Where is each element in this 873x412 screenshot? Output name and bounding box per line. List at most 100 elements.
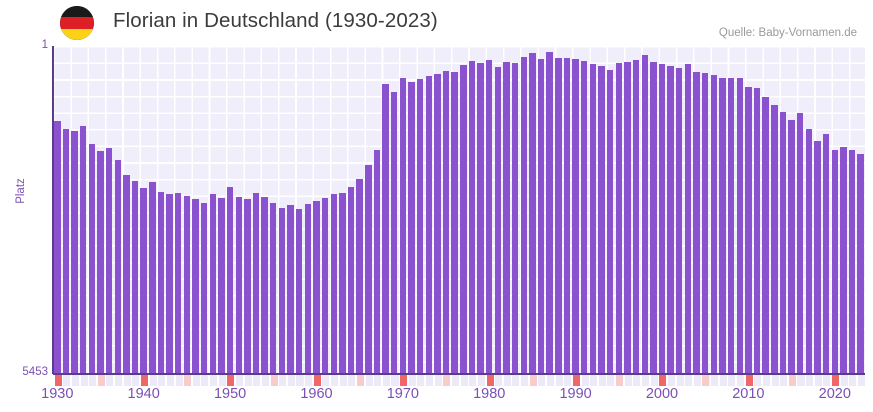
x-tick-mark <box>519 375 529 386</box>
x-tick-mark <box>156 375 166 386</box>
x-tick-mark <box>683 375 693 386</box>
bar <box>477 63 484 374</box>
x-tick-separator <box>476 375 478 386</box>
x-tick-mark <box>493 375 503 386</box>
x-tick-separator <box>433 375 435 386</box>
bar <box>451 71 458 374</box>
x-tick-separator <box>597 375 599 386</box>
x-tick-separator <box>467 375 470 386</box>
bar <box>131 180 139 374</box>
x-tick-mark <box>234 375 244 386</box>
bar <box>62 128 70 374</box>
x-tick-mark <box>61 375 71 386</box>
x-tick-mark <box>830 375 840 386</box>
bar <box>252 192 260 374</box>
x-tick-mark <box>536 375 546 386</box>
bar <box>261 196 268 374</box>
x-tick-mark <box>666 375 675 386</box>
x-tick-separator <box>415 375 418 386</box>
bar <box>546 52 553 374</box>
bar <box>589 64 597 374</box>
bar <box>581 61 588 374</box>
x-tick-mark <box>562 375 572 386</box>
bar <box>494 66 502 374</box>
x-tick-separator <box>243 375 245 386</box>
x-tick-mark <box>804 375 814 386</box>
bar <box>105 148 113 374</box>
x-tick-mark <box>441 375 451 386</box>
x-tick-separator <box>830 375 833 386</box>
x-tick-separator <box>804 375 807 386</box>
x-tick-mark <box>718 375 727 386</box>
x-tick-mark <box>251 375 261 386</box>
bar <box>54 120 61 374</box>
x-tick-mark <box>70 375 79 386</box>
bar <box>149 181 156 374</box>
german-flag-icon <box>60 6 94 40</box>
x-tick-mark <box>744 375 753 386</box>
x-tick-mark <box>476 375 485 386</box>
x-tick-mark <box>78 375 88 386</box>
x-tick-mark <box>268 375 278 386</box>
bar <box>840 147 847 374</box>
x-tick-mark <box>467 375 477 386</box>
x-axis-tick-label: 1970 <box>386 386 419 402</box>
x-tick-separator <box>493 375 496 386</box>
x-axis-tick-label: 1980 <box>473 386 506 402</box>
x-tick-mark <box>381 375 390 386</box>
x-tick-separator <box>459 375 461 386</box>
x-tick-separator <box>605 375 608 386</box>
x-tick-mark <box>692 375 701 386</box>
bar <box>779 111 787 374</box>
x-tick-separator <box>122 375 124 386</box>
x-axis-tick-label: 2020 <box>818 386 851 402</box>
x-tick-separator <box>709 375 712 386</box>
bar <box>425 75 432 374</box>
bar <box>684 64 692 374</box>
x-tick-mark <box>597 375 606 386</box>
bar <box>209 194 217 374</box>
bar <box>434 73 441 374</box>
bar <box>667 66 674 374</box>
x-tick-mark <box>484 375 494 386</box>
bar <box>796 112 804 374</box>
bar <box>200 203 208 374</box>
x-tick-mark <box>338 375 347 386</box>
x-tick-mark <box>614 375 624 386</box>
bar <box>710 74 718 374</box>
x-tick-separator <box>588 375 591 386</box>
x-tick-mark <box>528 375 537 386</box>
x-tick-separator <box>640 375 642 386</box>
x-tick-mark <box>320 375 330 386</box>
x-tick-separator <box>657 375 660 386</box>
x-tick-mark <box>286 375 295 386</box>
x-tick-separator <box>260 375 262 386</box>
y-axis-bottom-label: 5453 <box>22 366 48 378</box>
bar <box>615 63 623 374</box>
bar <box>650 62 657 374</box>
bar <box>123 174 130 374</box>
x-tick-separator <box>312 375 314 386</box>
bar <box>226 187 234 374</box>
bar <box>373 149 381 374</box>
x-tick-separator <box>355 375 357 386</box>
x-tick-separator <box>519 375 522 386</box>
x-tick-separator <box>130 375 133 386</box>
x-tick-mark <box>191 375 200 386</box>
x-tick-mark <box>217 375 226 386</box>
bar <box>416 79 424 374</box>
y-axis-title: Platz <box>15 178 27 204</box>
bar <box>304 203 312 374</box>
x-axis-tick-label: 2000 <box>645 386 679 402</box>
x-tick-separator <box>320 375 323 386</box>
x-tick-separator <box>113 375 116 386</box>
bar <box>745 87 752 374</box>
x-tick-mark <box>208 375 218 386</box>
x-axis-tick-strip <box>53 375 865 386</box>
bar <box>814 140 821 374</box>
bar <box>788 120 795 374</box>
bar <box>97 150 104 374</box>
x-axis-labels: 1930 1940 1950 1960 1970 1980 1990 2000 2010 2020 <box>0 386 873 412</box>
bar <box>606 69 614 374</box>
